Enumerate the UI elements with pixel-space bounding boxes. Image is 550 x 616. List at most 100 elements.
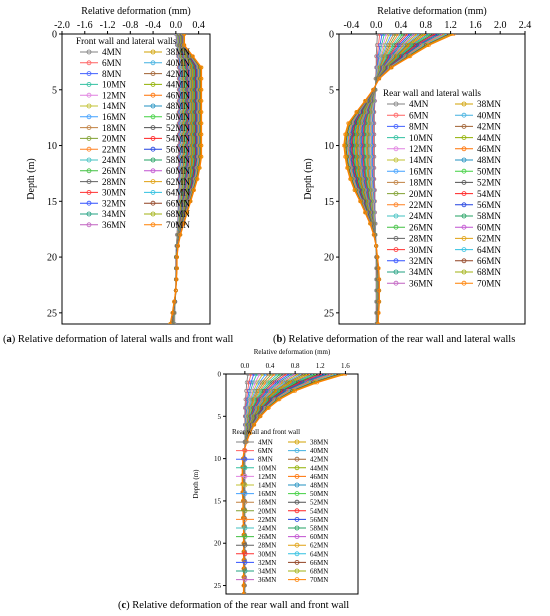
y-tick-label: 20	[324, 253, 334, 264]
x-tick-label: 0.0	[370, 20, 383, 31]
y-tick-label: 5	[329, 85, 334, 96]
series-group	[342, 34, 456, 324]
legend-marker	[294, 439, 300, 445]
legend-marker	[393, 258, 399, 264]
data-point	[185, 210, 190, 215]
legend-label: 22MN	[409, 200, 433, 210]
legend-label: 64MN	[310, 550, 328, 558]
data-point	[241, 575, 246, 579]
x-tick-label: -2.0	[54, 20, 70, 31]
legend-label: 58MN	[310, 524, 328, 532]
y-tick-label: 0	[218, 370, 222, 378]
y-tick-label: 15	[214, 497, 222, 505]
legend-label: 30MN	[102, 188, 126, 198]
data-point	[191, 54, 195, 59]
data-point	[398, 34, 403, 36]
legend-marker	[393, 179, 399, 185]
legend-marker	[86, 211, 92, 217]
legend-label: 62MN	[310, 542, 328, 550]
legend-label: 68MN	[166, 209, 190, 219]
data-point	[400, 34, 405, 36]
legend-label: 14MN	[258, 481, 276, 489]
legend-marker	[242, 499, 248, 505]
x-tick-label: -0.4	[145, 20, 161, 31]
x-tick-label: -1.2	[100, 20, 116, 31]
data-point	[345, 165, 349, 170]
data-point	[352, 188, 357, 193]
legend-label: 66MN	[310, 559, 328, 567]
legend-marker	[294, 516, 300, 522]
legend-marker	[294, 473, 300, 479]
data-point	[199, 65, 204, 70]
legend-marker	[294, 525, 300, 531]
data-point	[396, 34, 401, 36]
data-point	[181, 221, 186, 226]
legend-marker	[150, 60, 156, 66]
x-axis-label: Relative deformation (mm)	[254, 348, 331, 356]
legend-label: 52MN	[477, 178, 501, 188]
legend-marker	[393, 135, 399, 141]
legend-marker	[294, 551, 300, 557]
legend-marker	[393, 224, 399, 230]
legend-marker	[242, 551, 248, 557]
x-tick-label: 0.0	[240, 362, 249, 370]
data-point	[315, 380, 320, 385]
legend-title: Rear wall and lateral walls	[383, 88, 481, 98]
legend-marker	[242, 439, 248, 445]
data-point	[376, 310, 381, 315]
legend-label: 14MN	[409, 155, 433, 165]
data-point	[354, 110, 359, 114]
data-point	[199, 76, 204, 81]
data-point	[241, 592, 246, 594]
x-tick-label: 1.2	[316, 362, 325, 370]
legend-label: 44MN	[166, 80, 190, 90]
data-point	[199, 143, 204, 148]
data-point	[246, 380, 251, 385]
legend-label: 32MN	[409, 256, 433, 266]
data-point	[175, 255, 179, 259]
legend-marker	[86, 125, 92, 130]
data-point	[368, 221, 372, 226]
x-tick-label: 2.4	[519, 20, 532, 31]
legend-marker	[393, 213, 399, 219]
legend-label: 30MN	[409, 245, 433, 255]
legend-marker	[461, 101, 467, 107]
data-point	[358, 199, 362, 204]
x-tick-label: 0.4	[192, 20, 205, 31]
legend-label: 52MN	[166, 123, 190, 133]
data-point	[199, 110, 204, 114]
legend-marker	[242, 516, 248, 522]
legend-label: 30MN	[258, 550, 276, 558]
legend-label: 60MN	[310, 533, 328, 541]
data-point	[375, 255, 380, 259]
y-axis-label: Depth (m)	[303, 158, 314, 199]
legend-label: 36MN	[102, 220, 126, 230]
legend-marker	[294, 534, 300, 540]
legend-label: 44MN	[310, 464, 328, 472]
legend-label: 20MN	[409, 189, 433, 199]
legend-label: 10MN	[102, 80, 126, 90]
legend-marker	[86, 114, 92, 120]
data-point	[387, 34, 391, 36]
x-tick-label: 0.4	[266, 362, 275, 370]
data-point	[376, 322, 380, 324]
legend-label: 40MN	[166, 58, 190, 68]
legend-marker	[150, 179, 156, 185]
legend-label: 26MN	[102, 166, 126, 176]
legend-label: 44MN	[477, 133, 501, 143]
x-tick-label: 0.8	[291, 362, 300, 370]
data-point	[342, 143, 346, 148]
x-tick-label: 0.8	[420, 20, 433, 31]
legend-marker	[294, 465, 300, 471]
data-point	[394, 34, 398, 36]
data-point	[249, 380, 253, 385]
data-point	[240, 465, 245, 469]
data-point	[252, 422, 257, 427]
legend-label: 4MN	[102, 47, 122, 57]
data-point	[199, 121, 204, 126]
legend-marker	[150, 114, 156, 120]
x-tick-label: 1.2	[444, 20, 457, 31]
legend-label: 18MN	[258, 499, 276, 507]
legend-label: 12MN	[102, 90, 126, 100]
y-tick-label: 20	[47, 253, 57, 264]
